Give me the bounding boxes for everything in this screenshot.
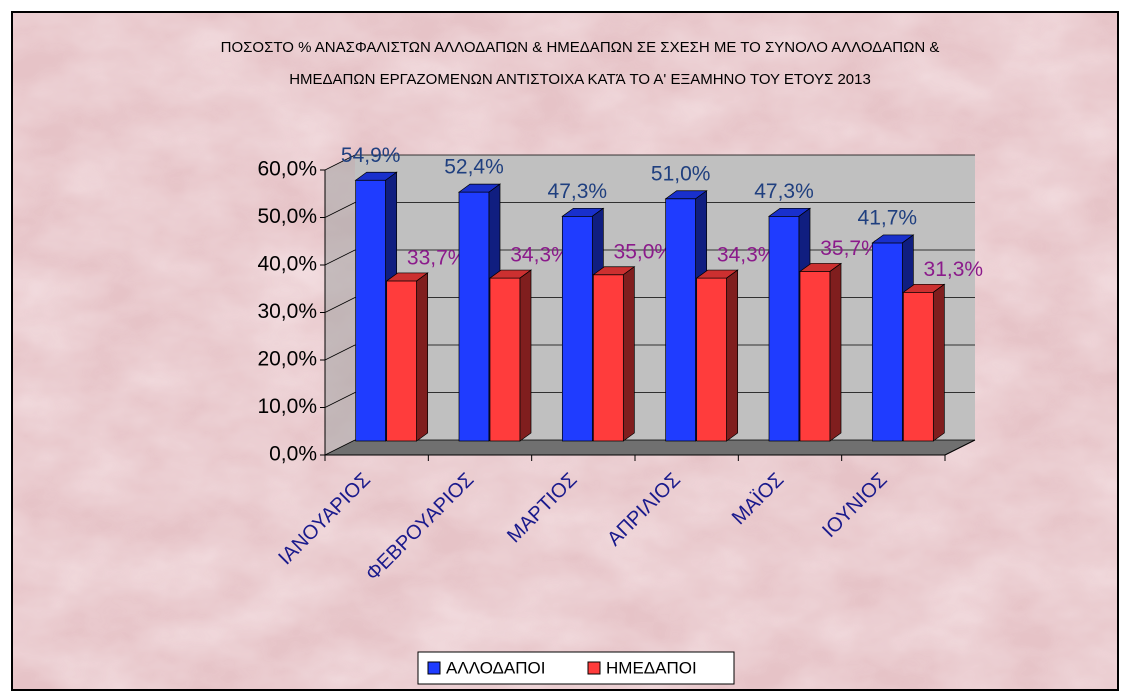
bar-front bbox=[871, 242, 903, 442]
data-label: 34,3% bbox=[510, 244, 570, 267]
legend: ΑΛΛΟΔΑΠΟΙ ΗΜΕΔΑΠΟΙ bbox=[417, 651, 735, 685]
chart-title: ΠΟΣΟΣΤΟ % ΑΝΑΣΦΑΛΙΣΤΩΝ ΑΛΛΟΔΑΠΩΝ & ΗΜΕΔΑ… bbox=[221, 39, 940, 56]
data-label: 51,0% bbox=[651, 162, 711, 185]
data-label: 35,0% bbox=[614, 240, 674, 263]
y-tick-label: 50,0% bbox=[257, 205, 317, 228]
bar-front bbox=[799, 271, 831, 442]
bar-front bbox=[696, 277, 728, 442]
data-label: 31,3% bbox=[924, 258, 984, 281]
data-label: 47,3% bbox=[548, 180, 608, 203]
data-label: 52,4% bbox=[444, 156, 504, 179]
bar-front bbox=[902, 291, 934, 442]
bar bbox=[385, 272, 429, 442]
y-tick-label: 30,0% bbox=[257, 300, 317, 323]
bar bbox=[488, 269, 533, 442]
bar-front bbox=[386, 280, 418, 442]
data-label: 34,3% bbox=[717, 244, 777, 267]
y-tick-label: 0,0% bbox=[269, 443, 317, 466]
floor bbox=[325, 440, 975, 455]
bar-front bbox=[458, 191, 490, 442]
bar-front bbox=[665, 198, 697, 442]
data-label: 33,7% bbox=[407, 246, 467, 269]
bar bbox=[592, 266, 636, 442]
chart-title: ΗΜΕΔΑΠΩΝ ΕΡΓΑΖΟΜΕΝΩΝ ΑΝΤΙΣΤΟΙΧΑ ΚΑΤΆ ΤΟ … bbox=[289, 71, 871, 88]
bar-front bbox=[592, 274, 624, 442]
grid-line bbox=[324, 154, 356, 171]
legend-swatch bbox=[427, 661, 441, 675]
grid-line bbox=[324, 344, 356, 361]
grid-line bbox=[324, 202, 356, 218]
grid-line bbox=[324, 249, 356, 266]
bar-side bbox=[829, 262, 842, 442]
chart-border bbox=[11, 11, 1119, 691]
data-label: 47,3% bbox=[754, 180, 814, 203]
grid-line bbox=[324, 297, 356, 313]
bar bbox=[902, 283, 946, 442]
y-tick-label: 40,0% bbox=[257, 253, 317, 276]
legend-label: ΑΛΛΟΔΑΠΟΙ bbox=[446, 658, 545, 677]
bar-side bbox=[726, 269, 739, 442]
legend-box bbox=[417, 651, 735, 685]
legend-swatch bbox=[587, 661, 601, 675]
bar-front bbox=[489, 277, 521, 442]
y-tick-label: 20,0% bbox=[257, 348, 317, 371]
x-axis-depth bbox=[944, 439, 976, 456]
bar-front bbox=[561, 215, 593, 442]
data-label: 41,7% bbox=[858, 206, 918, 229]
bar-front bbox=[768, 215, 800, 442]
legend-label: ΗΜΕΔΑΠΟΙ bbox=[606, 658, 697, 677]
data-label: 54,9% bbox=[341, 144, 401, 167]
bar bbox=[798, 262, 843, 442]
bar bbox=[695, 269, 739, 442]
bar-side bbox=[932, 283, 945, 442]
bar-front bbox=[355, 179, 387, 442]
data-label: 35,7% bbox=[820, 237, 880, 260]
bar-side bbox=[519, 269, 532, 442]
grid-line bbox=[324, 439, 356, 456]
bar-side bbox=[416, 272, 429, 442]
y-tick-label: 60,0% bbox=[257, 158, 317, 181]
grid-line bbox=[324, 392, 356, 408]
bar-side bbox=[622, 266, 635, 442]
y-tick-label: 10,0% bbox=[257, 395, 317, 418]
